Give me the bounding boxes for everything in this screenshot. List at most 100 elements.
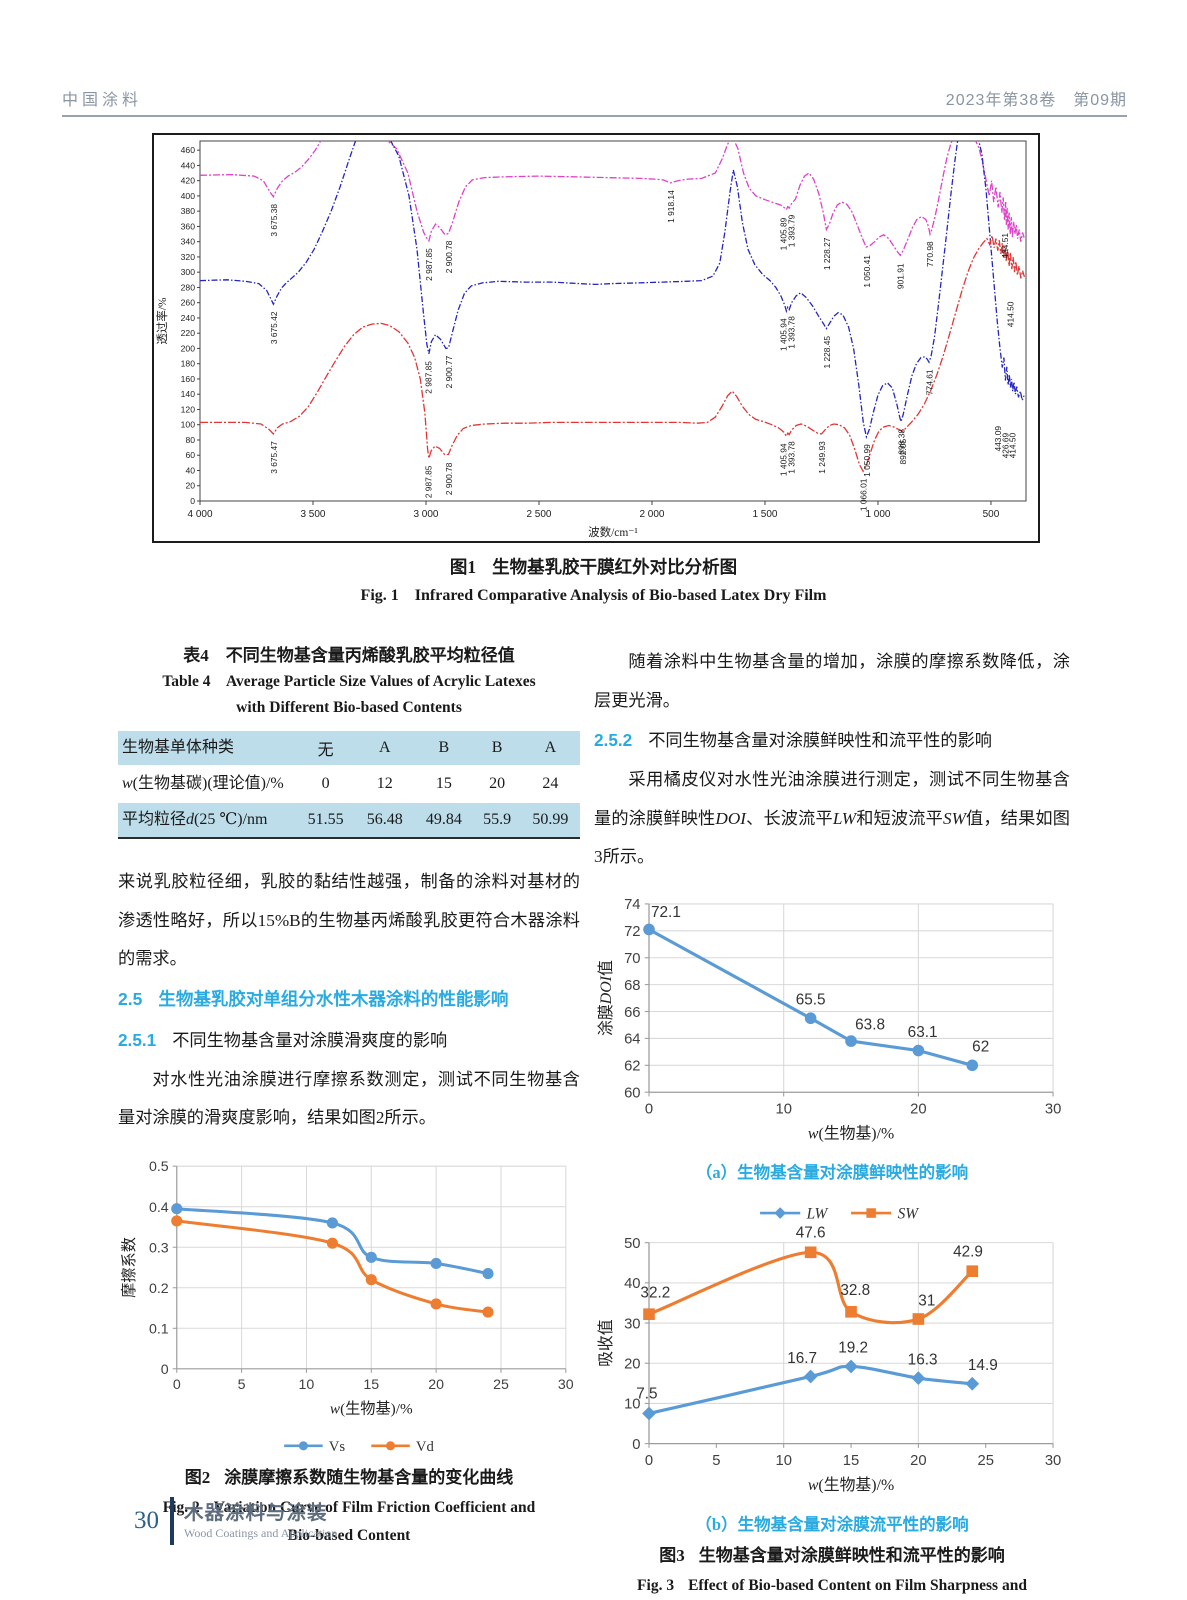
figure3a-doi-chart: 0 10 20 30 60 62 64 66 68 70 72 74 72.1 65.5 63.8 63.1 6… bbox=[594, 887, 1070, 1156]
svg-text:1 050.99: 1 050.99 bbox=[862, 444, 872, 477]
svg-text:0: 0 bbox=[632, 1437, 640, 1453]
svg-text:2 900.77: 2 900.77 bbox=[444, 355, 454, 388]
svg-text:2 900.78: 2 900.78 bbox=[444, 462, 454, 495]
svg-text:3 675.47: 3 675.47 bbox=[269, 441, 279, 474]
svg-text:63.8: 63.8 bbox=[855, 1016, 885, 1033]
svg-text:400: 400 bbox=[181, 191, 196, 201]
svg-text:20: 20 bbox=[910, 1453, 926, 1469]
svg-text:774.61: 774.61 bbox=[924, 369, 934, 395]
svg-text:2 500: 2 500 bbox=[526, 509, 551, 520]
svg-text:260: 260 bbox=[181, 298, 196, 308]
svg-text:3 675.38: 3 675.38 bbox=[269, 204, 279, 237]
svg-text:360: 360 bbox=[181, 221, 196, 231]
svg-text:2 987.85: 2 987.85 bbox=[424, 361, 434, 394]
issue-info: 2023年第38卷 第09期 bbox=[945, 92, 1127, 109]
svg-text:32.2: 32.2 bbox=[640, 1284, 670, 1301]
table-row: 平均粒径d(25 ℃)/nm 51.55 56.48 49.84 55.9 50… bbox=[118, 801, 580, 838]
cell: 15 bbox=[414, 765, 474, 802]
body-paragraph: 来说乳胶粒径细，乳胶的黏结性越强，制备的涂料对基材的渗透性略好，所以15%B的生… bbox=[118, 872, 580, 968]
svg-text:透过率/%: 透过率/% bbox=[155, 297, 169, 345]
svg-text:10: 10 bbox=[299, 1377, 315, 1393]
svg-text:63.1: 63.1 bbox=[908, 1023, 938, 1040]
svg-text:300: 300 bbox=[181, 267, 196, 277]
svg-text:0: 0 bbox=[190, 496, 195, 506]
footer-divider bbox=[170, 1497, 174, 1545]
svg-text:892.05: 892.05 bbox=[898, 439, 908, 465]
svg-text:414.50: 414.50 bbox=[1005, 301, 1015, 327]
svg-text:吸收值: 吸收值 bbox=[597, 1319, 615, 1367]
table-row: w(生物基碳)(理论值)/% 0 12 15 20 24 bbox=[118, 765, 580, 802]
table4-title-en: Table 4 Average Particle Size Values of … bbox=[118, 669, 580, 721]
svg-text:30: 30 bbox=[1045, 1101, 1061, 1117]
table4-title-en-line2: with Different Bio-based Contents bbox=[236, 699, 462, 716]
svg-text:31: 31 bbox=[918, 1292, 935, 1309]
svg-text:15: 15 bbox=[843, 1453, 859, 1469]
svg-text:Vd: Vd bbox=[416, 1438, 435, 1454]
section-title: 不同生物基含量对涂膜鲜映性和流平性的影响 bbox=[648, 731, 992, 750]
cell: 无 bbox=[296, 729, 356, 766]
svg-text:72: 72 bbox=[624, 924, 640, 940]
ir-spectrum-chart: 0 20 40 60 80 100 120 140 160 180 200 220 240 260 280 3… bbox=[154, 135, 1038, 546]
figure1-number-cn: 图1 bbox=[449, 557, 477, 577]
svg-text:1 000: 1 000 bbox=[865, 509, 890, 520]
svg-text:16.3: 16.3 bbox=[908, 1351, 938, 1368]
section-title: 生物基乳胶对单组分水性木器涂料的性能影响 bbox=[158, 988, 509, 1009]
svg-text:2 900.78: 2 900.78 bbox=[444, 240, 454, 273]
svg-text:100: 100 bbox=[181, 420, 196, 430]
section-title: 不同生物基含量对涂膜滑爽度的影响 bbox=[172, 1030, 448, 1050]
cell: 56.48 bbox=[355, 801, 415, 838]
svg-text:1 393.78: 1 393.78 bbox=[787, 316, 797, 349]
figure1-caption-en: Fig. 1 Infrared Comparative Analysis of B… bbox=[0, 587, 1187, 605]
svg-text:120: 120 bbox=[181, 404, 196, 414]
figure2-caption-en-line2: Bio-based Content bbox=[287, 1527, 411, 1545]
cell: B bbox=[473, 729, 521, 766]
cell: 55.9 bbox=[473, 801, 521, 838]
svg-text:1 393.78: 1 393.78 bbox=[787, 441, 797, 474]
section-heading-2-5-1: 2.5.1 不同生物基含量对涂膜滑爽度的影响 bbox=[118, 1020, 580, 1061]
svg-text:1 228.27: 1 228.27 bbox=[822, 237, 832, 270]
footer-journal: 木器涂料与涂装 Wood Coatings and Application bbox=[184, 1501, 337, 1541]
svg-text:w(生物基)/%: w(生物基)/% bbox=[808, 1476, 894, 1494]
svg-text:240: 240 bbox=[181, 313, 196, 323]
svg-text:180: 180 bbox=[181, 359, 196, 369]
cell: A bbox=[520, 729, 580, 766]
svg-text:380: 380 bbox=[181, 206, 196, 216]
svg-text:25: 25 bbox=[493, 1377, 509, 1393]
page-number: 30 bbox=[134, 1507, 159, 1534]
svg-text:Vs: Vs bbox=[329, 1438, 346, 1454]
svg-text:7.5: 7.5 bbox=[636, 1386, 657, 1403]
figure2-caption: 图2 涂膜摩擦系数随生物基含量的变化曲线 Fig. 2 Variation Curv… bbox=[118, 1462, 580, 1550]
section-number: 2.5.1 bbox=[118, 1029, 157, 1050]
right-column: 随着涂料中生物基含量的增加，涂膜的摩擦系数降低，涂层更光滑。 2.5.2 不同生物… bbox=[594, 643, 1070, 1600]
svg-text:0: 0 bbox=[173, 1377, 181, 1393]
section-heading-2-5-2: 2.5.2 不同生物基含量对涂膜鲜映性和流平性的影响 bbox=[594, 720, 1070, 761]
svg-text:1 405.94: 1 405.94 bbox=[779, 318, 789, 351]
figure3b-caption: （b）生物基含量对涂膜流平性的影响 bbox=[695, 1514, 969, 1534]
svg-text:80: 80 bbox=[185, 435, 195, 445]
svg-text:500: 500 bbox=[983, 509, 1000, 520]
cell: 12 bbox=[355, 765, 415, 802]
cell: 50.99 bbox=[520, 801, 580, 838]
svg-text:w(生物基)/%: w(生物基)/% bbox=[330, 1400, 413, 1417]
svg-text:3 500: 3 500 bbox=[300, 509, 325, 520]
svg-text:426.69: 426.69 bbox=[1000, 432, 1010, 458]
svg-text:72.1: 72.1 bbox=[651, 903, 681, 920]
svg-text:62: 62 bbox=[972, 1038, 989, 1055]
svg-text:440: 440 bbox=[181, 160, 196, 170]
svg-text:1 050.41: 1 050.41 bbox=[862, 255, 872, 288]
svg-text:64: 64 bbox=[624, 1031, 640, 1047]
figure3-caption-en: Fig. 3 Effect of Bio-based Content on Fil… bbox=[637, 1576, 1027, 1594]
section-number: 2.5 bbox=[118, 988, 143, 1009]
cell: 0 bbox=[296, 765, 356, 802]
footer-journal-en: Wood Coatings and Application bbox=[184, 1526, 338, 1540]
figure1-number-en: Fig. 1 bbox=[360, 587, 399, 604]
svg-text:414.50: 414.50 bbox=[1008, 432, 1018, 458]
figure1-caption-cn: 图1 生物基乳胶干膜红外对比分析图 bbox=[0, 554, 1187, 579]
svg-text:SW: SW bbox=[898, 1205, 920, 1222]
svg-text:20: 20 bbox=[910, 1101, 926, 1117]
table4-title-en-line1: Table 4 Average Particle Size Values of … bbox=[162, 673, 536, 690]
svg-text:30: 30 bbox=[558, 1377, 574, 1393]
row-label: w(生物基碳)(理论值)/% bbox=[118, 765, 296, 802]
svg-text:1 405.89: 1 405.89 bbox=[779, 217, 789, 250]
